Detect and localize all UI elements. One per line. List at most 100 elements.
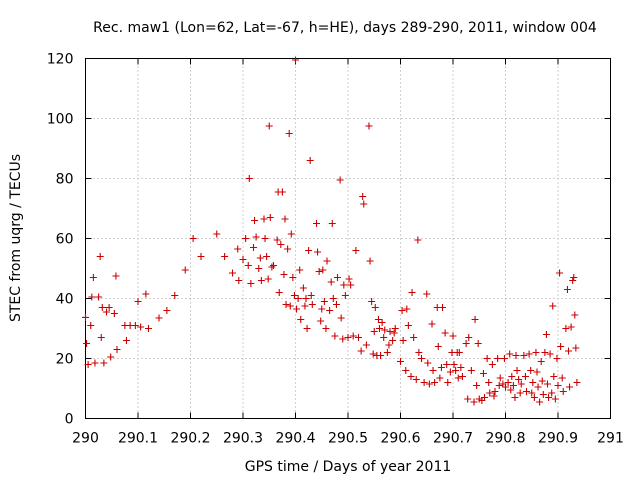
data-point — [344, 334, 352, 341]
data-point — [366, 257, 374, 265]
data-point — [428, 320, 436, 328]
data-point — [296, 266, 304, 274]
data-point — [404, 322, 412, 329]
data-point — [462, 340, 470, 347]
data-point — [418, 355, 425, 362]
data-point — [571, 311, 579, 319]
data-point — [567, 323, 575, 331]
data-point — [566, 383, 574, 391]
data-point — [134, 298, 142, 305]
data-point — [197, 253, 205, 260]
x-tick-label: 290.5 — [328, 431, 368, 447]
data-point — [297, 316, 305, 323]
data-point — [332, 301, 340, 308]
data-point — [533, 368, 541, 376]
data-point — [539, 391, 547, 398]
data-point — [376, 325, 383, 332]
data-point — [213, 230, 221, 238]
data-point — [545, 394, 553, 401]
data-point — [320, 298, 328, 305]
data-point — [507, 386, 515, 394]
data-point — [542, 331, 550, 338]
data-point — [252, 233, 260, 241]
data-point — [512, 352, 520, 359]
data-point — [306, 157, 314, 164]
data-point — [549, 302, 557, 310]
data-point — [281, 215, 289, 223]
data-point — [541, 349, 549, 356]
data-point — [529, 379, 537, 386]
data-point — [386, 328, 394, 335]
data-point — [452, 367, 460, 374]
data-point — [113, 346, 121, 353]
data-point — [385, 341, 393, 349]
data-point — [486, 389, 494, 397]
data-point — [82, 313, 89, 321]
data-point — [285, 130, 293, 137]
data-point — [371, 304, 379, 311]
data-point — [260, 215, 268, 223]
y-tick-label: 80 — [56, 172, 74, 188]
data-point — [247, 280, 255, 287]
data-point — [100, 359, 108, 367]
data-point — [513, 367, 521, 374]
data-point — [488, 361, 496, 368]
data-point — [280, 271, 288, 278]
x-tick-label: 290.8 — [485, 431, 525, 447]
data-point — [523, 388, 530, 395]
axis-ticks — [85, 58, 611, 419]
data-point — [403, 305, 411, 313]
data-point — [257, 277, 265, 284]
data-point — [284, 245, 292, 253]
data-point — [89, 274, 97, 281]
data-point — [340, 281, 348, 289]
grid-lines — [85, 58, 611, 419]
data-point — [551, 395, 559, 403]
data-point — [548, 389, 556, 397]
data-point — [264, 275, 272, 283]
x-tick-label: 290.9 — [538, 431, 578, 447]
data-point — [255, 265, 263, 272]
y-tick-label: 100 — [47, 112, 74, 128]
data-point — [242, 235, 250, 242]
data-point — [245, 175, 253, 182]
data-point — [423, 290, 431, 298]
data-point — [314, 248, 322, 256]
data-point — [308, 301, 316, 308]
data-point — [383, 349, 391, 356]
data-point — [355, 334, 362, 341]
data-point — [425, 380, 433, 388]
data-point — [397, 358, 404, 365]
data-point — [290, 292, 298, 299]
data-point — [474, 340, 482, 347]
data-point — [525, 350, 533, 358]
data-point — [331, 332, 339, 340]
data-point — [521, 373, 529, 380]
data-point — [454, 374, 462, 382]
data-point — [390, 329, 398, 337]
data-point — [301, 302, 309, 310]
data-point — [145, 325, 152, 332]
data-point — [504, 379, 512, 386]
data-point — [532, 349, 540, 356]
data-point — [530, 394, 538, 401]
data-point — [369, 350, 377, 358]
data-point — [491, 388, 499, 395]
data-point — [359, 193, 367, 200]
data-point — [434, 343, 442, 350]
data-point — [302, 295, 310, 302]
data-point — [273, 236, 281, 244]
data-point — [163, 307, 171, 314]
data-point — [303, 325, 311, 332]
data-point — [377, 352, 385, 359]
data-point — [337, 314, 345, 322]
data-point — [470, 398, 478, 406]
data-point — [415, 349, 423, 356]
x-tick-label: 291 — [597, 431, 624, 447]
y-tick-label: 40 — [56, 292, 74, 308]
data-points — [82, 56, 581, 406]
data-point — [244, 262, 252, 269]
data-point — [327, 278, 335, 286]
data-point — [490, 392, 498, 400]
